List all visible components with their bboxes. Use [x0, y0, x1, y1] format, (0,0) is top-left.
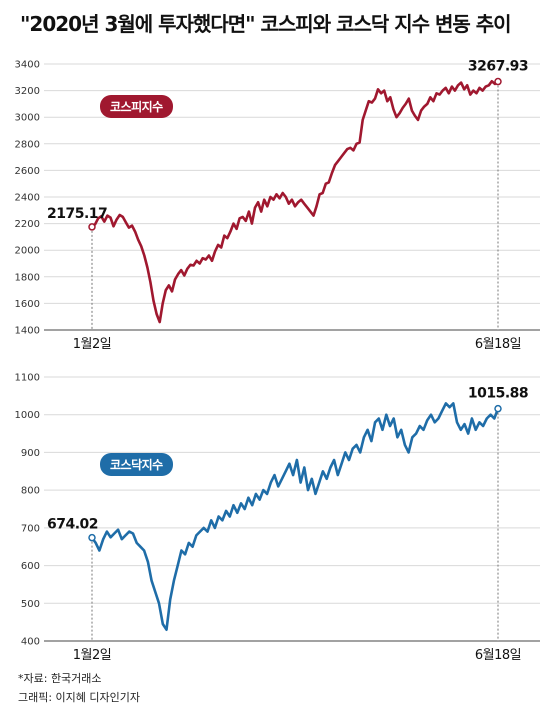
y-tick-label: 700	[21, 523, 40, 534]
end-value-label: 3267.93	[468, 59, 528, 75]
y-tick-label: 1100	[15, 373, 40, 384]
kospi-chart: 1400 1600 1800 2000 2200 2400 2600 2800 3000 3200…	[15, 59, 540, 352]
y-tick-label: 1400	[15, 326, 40, 337]
y-tick-label: 2800	[15, 139, 40, 150]
y-tick-label: 2200	[15, 219, 40, 230]
x-tick-label: 1월2일	[73, 648, 111, 663]
x-tick-label: 6월18일	[475, 648, 521, 663]
y-tick-label: 3000	[15, 113, 40, 124]
x-tick-label: 6월18일	[475, 337, 521, 352]
y-tick-label: 3400	[15, 60, 40, 71]
series-line	[90, 402, 500, 631]
y-tick-label: 1800	[15, 272, 40, 283]
y-tick-label: 2400	[15, 193, 40, 204]
y-tick-label: 600	[21, 561, 40, 572]
series-line	[91, 80, 499, 324]
x-tick-label: 1월2일	[73, 337, 111, 352]
end-value-label: 1015.88	[468, 386, 528, 402]
y-tick-label: 2000	[15, 246, 40, 257]
start-point	[88, 223, 96, 231]
y-tick-label: 3200	[15, 86, 40, 97]
end-point	[494, 404, 502, 413]
y-tick-label: 900	[21, 448, 40, 459]
start-point	[88, 533, 96, 542]
y-tick-label: 500	[21, 599, 40, 610]
kospi-series-badge: 코스피지수	[100, 95, 173, 118]
start-value-label: 2175.17	[47, 206, 107, 222]
y-tick-label: 800	[21, 486, 40, 497]
kosdaq-series-badge: 코스닥지수	[100, 453, 173, 476]
source-note: *자료: 한국거래소	[18, 672, 102, 685]
y-tick-label: 1000	[15, 410, 40, 421]
y-tick-label: 1600	[15, 299, 40, 310]
end-point	[494, 77, 502, 86]
y-tick-label: 2600	[15, 166, 40, 177]
page-title: "2020년 3월에 투자했다면" 코스피와 코스닥 지수 변동 추이	[20, 12, 512, 36]
kosdaq-chart: 400 500 600 700 800 900 1000 1100 674.02 1015.88 1…	[15, 373, 540, 663]
y-tick-label: 400	[21, 637, 40, 648]
start-value-label: 674.02	[47, 517, 98, 533]
graphic-credit: 그래픽: 이지혜 디자인기자	[18, 691, 141, 704]
